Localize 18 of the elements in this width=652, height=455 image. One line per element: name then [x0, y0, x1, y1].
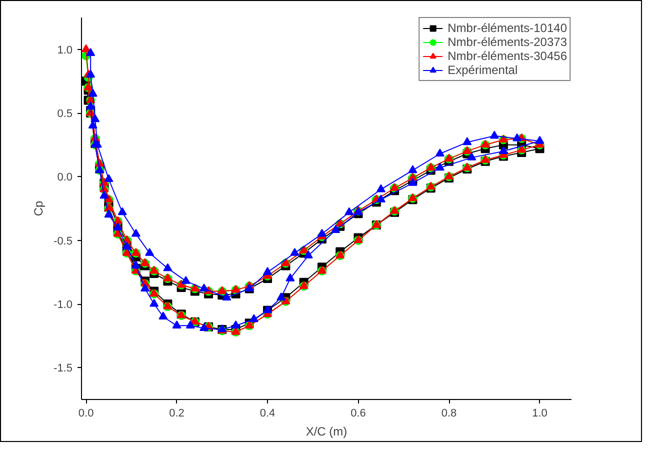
- x-tick-label: 1.0: [532, 408, 548, 420]
- x-tick-label: 0.0: [78, 408, 94, 420]
- x-tick-label: 0.6: [350, 408, 366, 420]
- y-tick-label: -0.5: [54, 235, 73, 248]
- y-tick-label: -1.5: [54, 362, 73, 375]
- x-axis-title: X/C (m): [306, 424, 348, 438]
- y-tick-label: 1.0: [57, 44, 73, 56]
- y-axis-title: Cp: [32, 200, 46, 216]
- y-tick-label: 0.5: [57, 108, 73, 120]
- y-tick-label: -1.0: [54, 299, 73, 311]
- legend-label: Nmbr-éléments-30456: [448, 49, 567, 63]
- legend-label: Nmbr-éléments-10140: [448, 21, 567, 35]
- y-tick-label: 0.0: [57, 172, 73, 184]
- legend-label: Nmbr-éléments-20373: [448, 35, 567, 49]
- x-tick-label: 0.8: [441, 408, 457, 420]
- x-tick-label: 0.2: [169, 408, 184, 420]
- x-tick-label: 0.4: [260, 408, 276, 420]
- legend-label: Expérimental: [448, 63, 518, 77]
